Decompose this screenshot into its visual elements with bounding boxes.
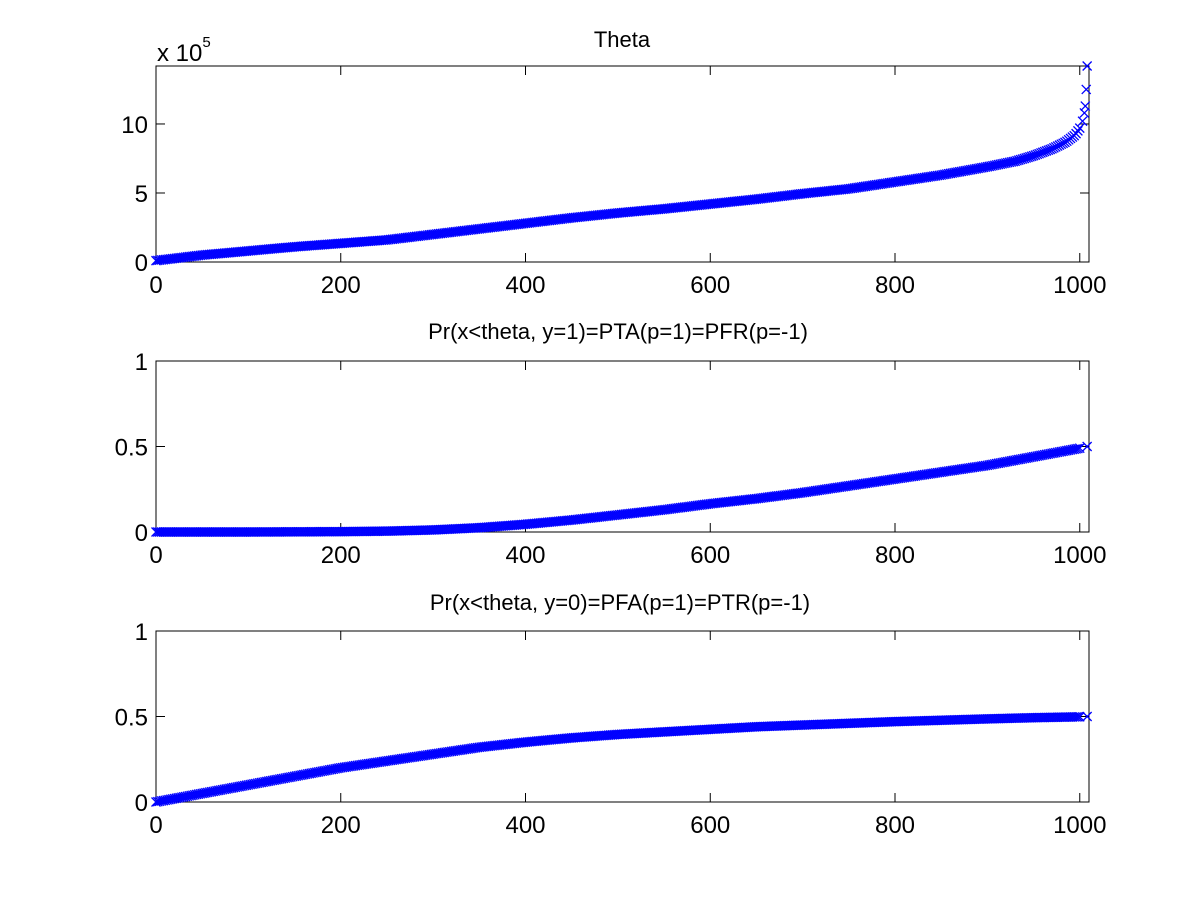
theta-point	[1081, 84, 1092, 95]
theta-point	[1008, 156, 1019, 167]
theta-y-tick-label: 0	[135, 250, 148, 277]
theta-title: Theta	[594, 27, 651, 52]
theta-point	[1074, 123, 1085, 134]
pta-point	[1071, 443, 1082, 454]
pta-panel: Pr(x<theta, y=1)=PTA(p=1)=PFR(p=-1) 0 200…	[115, 319, 1107, 569]
pfa-x-tick-label: 800	[875, 812, 915, 839]
theta-y-tick-label: 5	[135, 181, 148, 208]
theta-point	[1019, 153, 1030, 164]
pta-point	[1082, 441, 1093, 452]
pta-point	[1074, 443, 1085, 454]
theta-x-tick-label: 1000	[1053, 272, 1106, 299]
theta-point	[1030, 150, 1041, 160]
pfa-title: Pr(x<theta, y=0)=PFA(p=1)=PTR(p=-1)	[430, 590, 810, 615]
theta-point	[1024, 151, 1035, 162]
theta-y-tick-label: 10	[121, 112, 148, 139]
pta-x-tick-label: 400	[505, 542, 545, 569]
pta-y-tick-label: 0	[135, 520, 148, 547]
theta-point	[1011, 155, 1022, 166]
theta-point	[1039, 146, 1050, 157]
pta-x-tick-label: 200	[321, 542, 361, 569]
pta-x-tick-label: 1000	[1053, 542, 1106, 569]
pfa-point	[1072, 711, 1083, 722]
theta-point	[1043, 145, 1054, 156]
pfa-x-tick-label: 1000	[1053, 812, 1106, 839]
theta-point	[1023, 152, 1033, 163]
theta-x-tick-label: 600	[690, 272, 730, 299]
theta-point	[1036, 147, 1046, 158]
theta-y-multiplier: x 105	[157, 34, 211, 67]
pfa-point	[1074, 711, 1085, 722]
pfa-x-tick-label: 400	[505, 812, 545, 839]
theta-point	[1010, 156, 1021, 167]
pta-y-tick-label: 0.5	[115, 435, 148, 462]
theta-x-tick-label: 0	[149, 272, 162, 299]
pfa-y-tick-label: 0.5	[115, 705, 148, 732]
theta-x-tick-label: 200	[321, 272, 361, 299]
pta-x-tick-label: 600	[690, 542, 730, 569]
theta-point	[1013, 155, 1024, 166]
pfa-x-tick-label: 200	[321, 812, 361, 839]
theta-point	[1026, 151, 1037, 162]
pta-x-tick-label: 0	[149, 542, 162, 569]
theta-x-tick-label: 400	[505, 272, 545, 299]
theta-axes-frame	[155, 65, 1090, 263]
theta-point	[1077, 116, 1088, 127]
pfa-x-tick-label: 0	[149, 812, 162, 839]
pta-y-tick-label: 1	[135, 349, 148, 376]
pfa-y-tick-label: 0	[135, 790, 148, 817]
pfa-point	[1082, 711, 1093, 722]
theta-y-multiplier-exponent: 5	[202, 34, 210, 51]
pfa-point	[1071, 711, 1082, 722]
theta-y-multiplier-base: x 10	[157, 40, 202, 67]
pfa-y-tick-label: 1	[135, 619, 148, 646]
pta-markers	[151, 441, 1093, 537]
theta-markers	[151, 61, 1093, 266]
theta-point	[1032, 149, 1043, 160]
theta-point	[1041, 145, 1052, 156]
theta-point	[1037, 147, 1048, 158]
pta-title: Pr(x<theta, y=1)=PTA(p=1)=PFR(p=-1)	[428, 319, 808, 344]
theta-x-tick-label: 800	[875, 272, 915, 299]
pta-x-tick-label: 800	[875, 542, 915, 569]
theta-point	[1017, 154, 1028, 164]
pta-point	[1072, 443, 1083, 454]
theta-point	[1034, 148, 1045, 159]
theta-point	[1028, 150, 1039, 161]
theta-point	[1021, 152, 1032, 163]
pfa-panel: Pr(x<theta, y=0)=PFA(p=1)=PTR(p=-1) 0 200…	[115, 590, 1107, 839]
pfa-markers	[151, 711, 1093, 807]
pfa-x-tick-label: 600	[690, 812, 730, 839]
theta-point	[1080, 101, 1091, 111]
theta-point	[1082, 61, 1093, 71]
theta-point	[1015, 154, 1026, 165]
